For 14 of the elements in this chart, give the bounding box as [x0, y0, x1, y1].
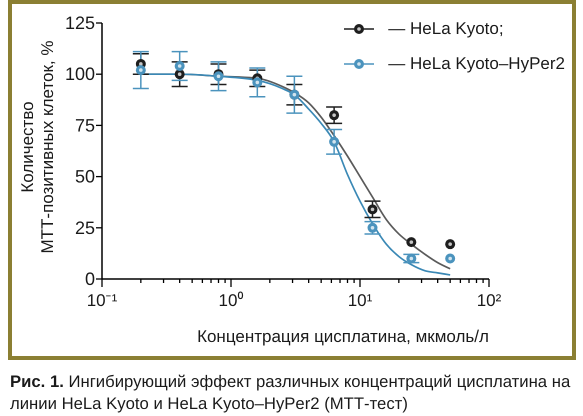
x-axis-title: Концентрация цисплатина, мкмоль/л	[196, 326, 490, 348]
x-tick-label: 10²	[476, 290, 502, 310]
x-tick-label: 10¹	[348, 290, 373, 310]
legend-label: — HeLa Kyoto–HyPer2	[388, 54, 565, 74]
y-tick-label: 25	[74, 218, 95, 238]
legend-label: — HeLa Kyoto;	[388, 18, 504, 38]
y-tick-label: 100	[64, 64, 95, 84]
text: Рис. 1. Ингибирующий эффект различных концентраций цисплатина на линии HeLa Kyoto и HeLa Kyoto–HyPer2 (МТТ-тест)	[10, 372, 570, 413]
x-tick-label: 10⁻¹	[86, 290, 118, 310]
y-tick-label: 125	[64, 13, 95, 33]
y-tick-label: 50	[74, 166, 95, 187]
y-tick-label: 75	[74, 115, 95, 136]
y-tick-label: 0	[84, 269, 95, 289]
x-tick-label: 10⁰	[218, 290, 244, 310]
